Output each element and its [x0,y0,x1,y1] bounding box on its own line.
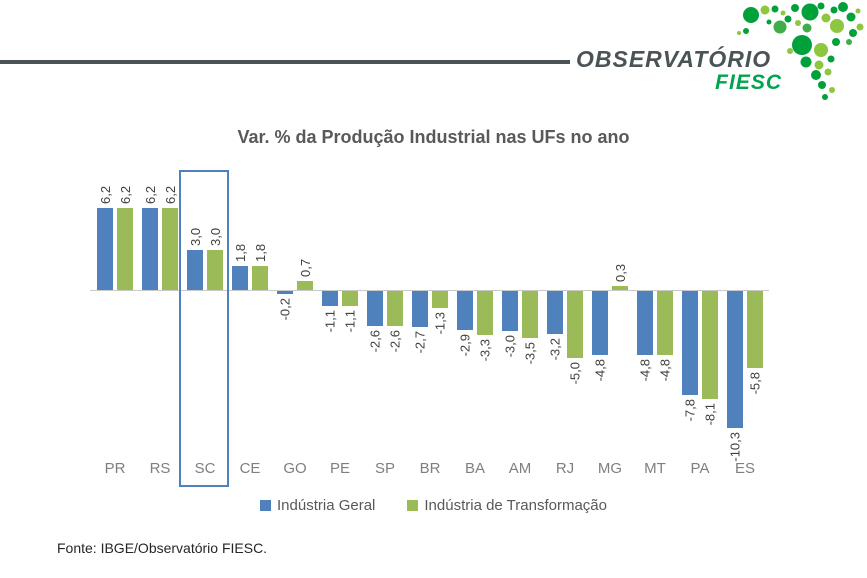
value-label-rs-industria-de-transformacao: 6,2 [162,185,178,204]
bar-ce-industria-de-transformacao [252,266,268,290]
value-label-mg-industria-geral: -4,8 [592,358,608,382]
bar-go-industria-geral [277,291,293,294]
category-label-rs: RS [149,460,171,477]
bar-br-industria-de-transformacao [432,291,448,309]
bar-mt-industria-geral [637,291,653,355]
value-label-ce-industria-geral: 1,8 [232,243,248,263]
bar-rs-industria-geral [142,207,158,290]
value-label-go-industria-de-transformacao: 0,7 [297,258,313,277]
bar-sc-industria-de-transformacao [207,250,223,290]
value-label-pr-industria-de-transformacao: 6,2 [117,185,133,204]
value-label-rj-industria-geral: -3,2 [547,337,563,360]
value-label-pe-industria-de-transformacao: -1,1 [342,309,358,333]
value-label-mg-industria-de-transformacao: 0,3 [612,263,628,282]
value-label-ba-industria-de-transformacao: -3,3 [477,338,493,362]
category-label-pr: PR [104,460,126,477]
bar-mt-industria-de-transformacao [657,291,673,355]
chart-legend: Indústria Geral Indústria de Transformaç… [0,497,867,514]
legend-swatch-green-icon [407,500,419,511]
value-label-sp-industria-de-transformacao: -2,6 [387,329,403,352]
value-label-ba-industria-geral: -2,9 [457,333,473,356]
bar-rs-industria-de-transformacao [162,207,178,290]
source-note: Fonte: IBGE/Observatório FIESC. [57,540,268,556]
category-label-mg: MG [597,460,623,477]
bar-pe-industria-de-transformacao [342,291,358,306]
bar-sc-industria-geral [187,250,203,290]
bar-rj-industria-de-transformacao [567,291,583,358]
brand-logo-text: OBSERVATÓRIO [576,46,772,72]
legend-label: Indústria de Transformação [424,497,607,514]
category-label-am: AM [508,460,532,477]
bar-pa-industria-de-transformacao [702,291,718,399]
category-label-es: ES [734,460,755,477]
bar-rj-industria-geral [547,291,563,334]
category-label-rj: RJ [555,460,575,477]
value-label-sp-industria-geral: -2,6 [367,329,383,352]
category-label-ce: CE [239,460,261,477]
bar-ba-industria-geral [457,291,473,330]
value-label-pa-industria-de-transformacao: -8,1 [702,402,718,426]
category-label-mt: MT [644,460,666,477]
bar-ba-industria-de-transformacao [477,291,493,335]
category-label-pa: PA [690,460,710,477]
bar-go-industria-de-transformacao [297,280,313,290]
bar-sp-industria-geral [367,291,383,326]
value-label-es-industria-de-transformacao: -5,8 [747,372,763,395]
value-label-br-industria-geral: -2,7 [412,330,428,354]
value-label-br-industria-de-transformacao: -1,3 [432,312,448,335]
zero-axis-line [90,290,769,291]
value-label-am-industria-geral: -3,0 [502,334,518,358]
bar-am-industria-geral [502,291,518,331]
category-label-go: GO [283,460,307,477]
category-label-pe: PE [329,460,350,477]
bar-es-industria-de-transformacao [747,291,763,369]
category-label-br: BR [419,460,441,477]
value-label-mt-industria-geral: -4,8 [637,358,653,382]
value-label-pr-industria-geral: 6,2 [97,185,113,204]
category-label-ba: BA [464,460,485,477]
bar-ce-industria-geral [232,266,248,290]
bar-es-industria-geral [727,291,743,428]
value-label-es-industria-geral: -10,3 [727,431,743,462]
value-label-rj-industria-de-transformacao: -5,0 [567,361,583,384]
category-label-sc: SC [194,460,216,477]
bar-mg-industria-geral [592,291,608,355]
bar-sp-industria-de-transformacao [387,291,403,326]
value-label-ce-industria-de-transformacao: 1,8 [252,243,268,263]
brand-horizontal-rule [0,60,570,64]
value-label-pa-industria-geral: -7,8 [682,398,698,422]
bar-pe-industria-geral [322,291,338,306]
chart-title: Var. % da Produção Industrial nas UFs no… [237,127,630,147]
value-label-mt-industria-de-transformacao: -4,8 [657,358,673,382]
value-label-pe-industria-geral: -1,1 [322,309,338,333]
legend-label: Indústria Geral [277,497,376,514]
value-label-am-industria-de-transformacao: -3,5 [522,341,538,364]
bar-pr-industria-geral [97,207,113,290]
highlight-box-sc [179,170,229,487]
legend-item-industria-de-transformacao: Indústria de Transformação [407,497,607,514]
legend-swatch-blue-icon [260,500,271,511]
value-label-rs-industria-geral: 6,2 [142,185,158,204]
category-label-sp: SP [374,460,395,477]
value-label-go-industria-geral: -0,2 [277,297,293,321]
bar-br-industria-geral [412,291,428,327]
brazil-dots-logo-icon [737,2,864,100]
legend-item-industria-geral: Indústria Geral [260,497,375,514]
brand-logo-subtext: FIESC [715,71,782,94]
bar-mg-industria-de-transformacao [612,286,628,290]
bar-pr-industria-de-transformacao [117,207,133,290]
bar-am-industria-de-transformacao [522,291,538,338]
bar-pa-industria-geral [682,291,698,395]
